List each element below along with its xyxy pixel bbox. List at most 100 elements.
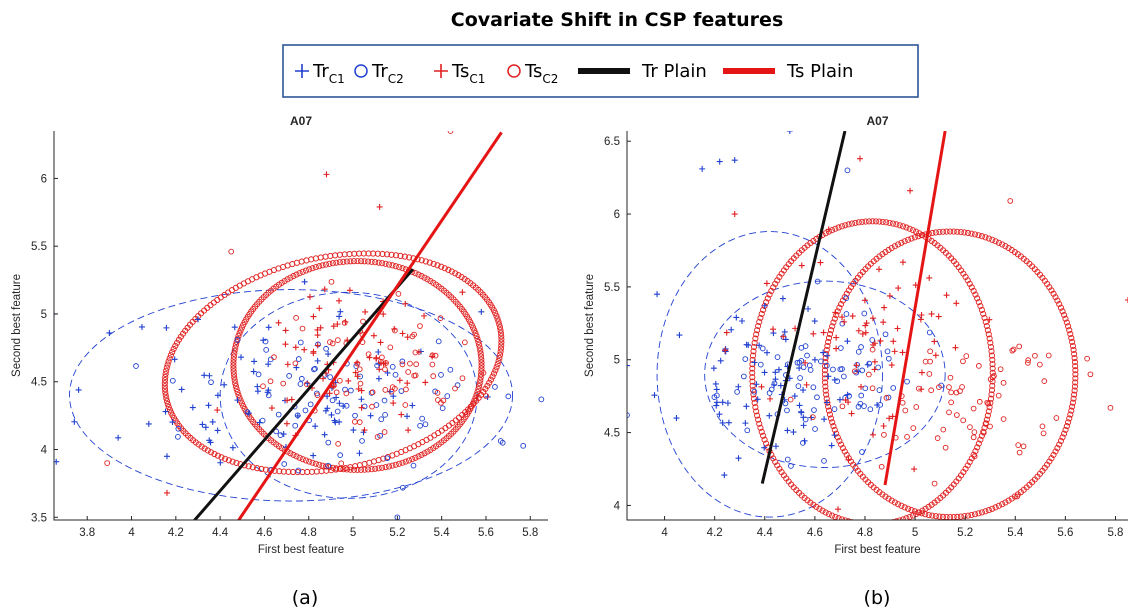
ellipse-marker — [984, 412, 991, 419]
legend: TrC1 TrC2 TsC1 TsC2 Tr Plain Ts Plain — [282, 44, 919, 98]
ellipse-marker — [970, 287, 977, 294]
ellipse-marker — [908, 507, 915, 514]
data-point-plus — [314, 342, 321, 349]
ellipse-marker — [859, 218, 866, 225]
data-point-circle — [882, 331, 889, 338]
data-point-circle — [757, 361, 764, 368]
data-point-circle — [374, 434, 381, 440]
data-point-circle — [814, 278, 821, 285]
data-point-circle — [352, 418, 358, 425]
data-point-plus — [282, 327, 289, 334]
ellipse-marker — [1005, 244, 1012, 252]
ellipse-marker — [230, 368, 237, 375]
ellipse-marker — [915, 509, 922, 516]
data-point-circle — [1015, 442, 1022, 448]
x-tick-label: 4 — [661, 527, 668, 539]
data-point-plus — [404, 380, 411, 387]
ellipse-marker — [173, 339, 181, 346]
data-point-plus — [306, 293, 313, 300]
data-point-circle — [356, 419, 363, 425]
ellipse-marker — [822, 359, 829, 366]
data-point-plus — [366, 354, 373, 361]
ellipse-marker — [163, 364, 170, 371]
ellipse-marker — [891, 499, 898, 506]
ellipse-marker — [319, 262, 326, 269]
data-point-plus — [328, 411, 335, 418]
data-point-plus — [350, 427, 357, 434]
ellipse-marker — [343, 466, 350, 473]
data-point-circle — [412, 349, 419, 356]
data-point-circle — [452, 385, 458, 392]
caption-a: (a) — [292, 587, 318, 609]
data-point-circle — [293, 315, 299, 321]
data-point-plus — [713, 386, 720, 393]
ellipse-marker — [983, 322, 990, 330]
ellipse-marker — [232, 284, 239, 291]
data-point-circle — [1007, 198, 1014, 204]
data-point-circle — [834, 378, 841, 385]
plot-area — [54, 131, 545, 520]
ellipse-marker — [385, 261, 393, 268]
ellipse-marker — [418, 451, 425, 458]
data-point-plus — [310, 350, 317, 357]
data-point-circle — [802, 343, 809, 349]
ellipse-marker — [889, 220, 897, 227]
ellipse-marker — [478, 362, 485, 369]
ellipse-marker — [751, 339, 758, 346]
ellipse-marker — [162, 389, 169, 396]
data-point-plus — [725, 419, 732, 426]
ellipse-marker — [760, 432, 767, 439]
data-point-circle — [931, 480, 938, 487]
data-point-plus — [422, 379, 429, 386]
data-point-plus — [786, 131, 793, 134]
ellipse-marker — [368, 466, 375, 473]
data-point-plus — [845, 456, 852, 463]
ellipse-marker — [347, 466, 354, 473]
ellipse-marker — [978, 509, 986, 516]
data-point-plus — [367, 412, 374, 419]
ellipse-marker — [228, 287, 235, 294]
ellipse-marker — [379, 250, 386, 258]
data-point-plus — [874, 401, 881, 408]
ellipse-marker — [207, 302, 214, 309]
ellipse-marker — [825, 338, 832, 346]
ellipse-marker — [770, 284, 777, 291]
ellipse-marker — [174, 420, 181, 427]
data-point-circle — [1041, 378, 1048, 384]
ellipse-marker — [1070, 395, 1077, 402]
x-tick-label: 4.8 — [857, 527, 873, 539]
data-point-plus — [733, 314, 740, 321]
ellipse-marker — [161, 380, 168, 387]
ellipse-marker — [755, 322, 762, 330]
data-point-circle — [960, 417, 967, 424]
ellipse-marker — [891, 243, 898, 250]
ellipse-marker — [1071, 383, 1078, 390]
data-point-circle — [1053, 415, 1060, 421]
ellipse-marker — [750, 343, 758, 351]
data-point-circle — [904, 433, 910, 440]
ellipse-marker — [495, 318, 502, 325]
data-point-plus — [864, 361, 871, 368]
ellipse-marker — [989, 361, 996, 368]
data-point-plus — [346, 287, 353, 294]
ellipse-marker — [455, 272, 462, 279]
data-point-plus — [265, 361, 272, 368]
data-point-circle — [843, 311, 850, 317]
ellipse-marker — [903, 515, 910, 520]
data-point-plus — [627, 362, 630, 369]
ellipse-marker — [368, 258, 375, 265]
ellipse-marker — [763, 440, 770, 447]
ellipse-marker — [354, 258, 361, 265]
data-point-circle — [505, 393, 512, 400]
data-point-circle — [399, 358, 406, 365]
data-point-plus — [743, 341, 750, 348]
ellipse-marker — [169, 349, 176, 356]
data-point-plus — [421, 312, 428, 319]
data-point-circle — [399, 361, 406, 368]
train-covariance-ellipse — [704, 280, 946, 469]
ellipse-marker — [284, 276, 291, 283]
ellipse-marker — [162, 392, 169, 399]
ellipse-marker — [326, 464, 333, 471]
ellipse-marker — [829, 419, 836, 426]
data-point-circle — [311, 366, 317, 373]
